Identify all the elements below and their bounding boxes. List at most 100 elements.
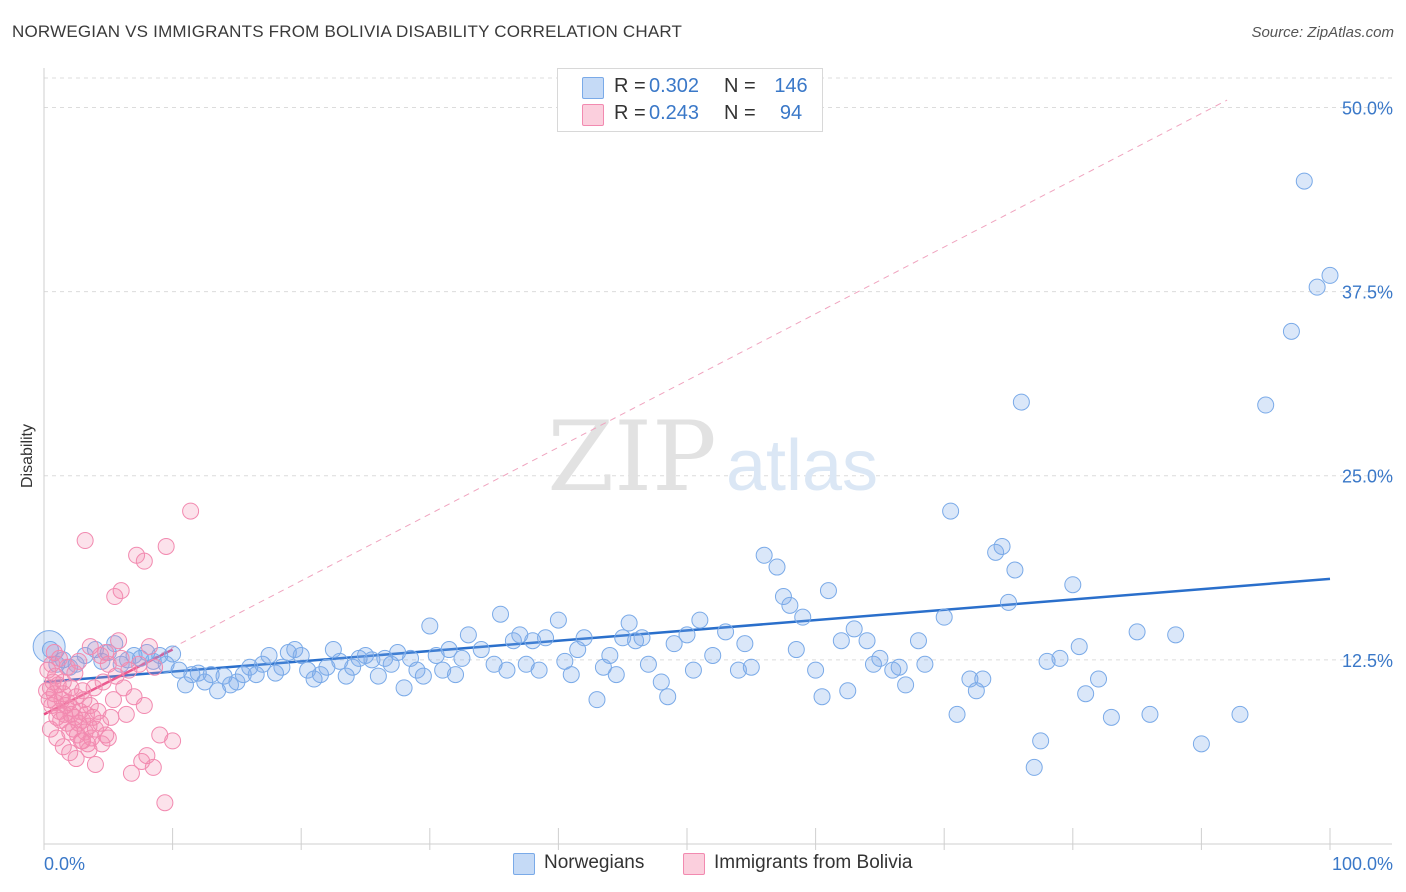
norwegian-point xyxy=(993,537,1011,555)
bolivia-point xyxy=(75,691,93,709)
bolivia-point xyxy=(61,744,79,762)
bolivia-point xyxy=(45,644,63,661)
norwegian-point xyxy=(1167,626,1185,644)
norwegian-point xyxy=(421,617,439,635)
bolivia-point xyxy=(102,708,120,726)
norwegian-point xyxy=(1025,758,1043,776)
norwegian-point xyxy=(890,658,908,676)
norwegian-point xyxy=(839,682,857,700)
bolivia-point xyxy=(140,638,158,656)
norwegian-point xyxy=(601,646,619,664)
norwegian-point xyxy=(607,666,625,684)
bolivia-point xyxy=(106,588,124,606)
legend-swatch-pink xyxy=(683,853,705,875)
norwegian-point xyxy=(67,655,85,673)
bolivia-point xyxy=(41,720,59,738)
bolivia-point xyxy=(74,682,92,700)
bolivia-point xyxy=(74,732,92,750)
axes xyxy=(43,68,1392,850)
norwegian-point xyxy=(459,626,477,644)
norwegian-point xyxy=(1141,705,1159,723)
norwegian-point xyxy=(498,661,516,679)
norwegian-point xyxy=(620,614,638,632)
norwegian-point xyxy=(131,649,149,667)
bolivia-point xyxy=(182,502,200,520)
norwegian-point xyxy=(665,635,683,653)
bolivia-point xyxy=(135,552,153,570)
norwegian-point xyxy=(344,658,362,676)
norwegian-point xyxy=(813,688,831,706)
norwegian-point xyxy=(453,649,471,667)
bolivia-reference-line xyxy=(43,99,1228,715)
norwegian-point xyxy=(864,655,882,673)
chart-title: NORWEGIAN VS IMMIGRANTS FROM BOLIVIA DIS… xyxy=(12,22,683,41)
norwegian-point xyxy=(897,676,915,694)
bolivia-point xyxy=(92,646,110,664)
norwegian-point xyxy=(1090,670,1108,688)
norwegian-point xyxy=(537,629,555,647)
legend-r-value: 0.302 xyxy=(649,75,700,97)
legend-n-label: N = xyxy=(724,75,756,97)
bolivia-point xyxy=(99,729,117,747)
bolivia-point xyxy=(112,582,130,600)
norwegian-point xyxy=(260,646,278,664)
norwegian-point xyxy=(549,611,567,629)
bolivia-point xyxy=(117,705,135,723)
norwegian-point xyxy=(807,661,825,679)
norwegian-point xyxy=(1321,266,1339,284)
norwegian-point xyxy=(987,543,1005,561)
y-tick-label: 25.0% xyxy=(1342,467,1393,487)
norwegian-point xyxy=(858,632,876,650)
norwegian-point xyxy=(170,661,188,679)
bolivia-point xyxy=(120,661,138,679)
bolivia-point xyxy=(135,697,153,715)
y-tick-label: 50.0% xyxy=(1342,98,1393,118)
norwegian-point xyxy=(414,667,432,685)
norwegian-point xyxy=(1006,561,1024,579)
norwegian-point xyxy=(164,645,182,663)
legend-swatch-blue xyxy=(513,853,535,875)
norwegian-point xyxy=(1000,593,1017,611)
norwegian-point xyxy=(440,641,458,659)
norwegian-point xyxy=(935,608,953,626)
watermark-atlas: atlas xyxy=(726,426,878,506)
norwegian-point xyxy=(363,651,381,669)
legend-label-norwegians: Norwegians xyxy=(544,852,645,873)
y-tick-label: 12.5% xyxy=(1342,651,1393,671)
norwegian-point xyxy=(781,596,799,614)
bolivia-point xyxy=(138,747,156,765)
norwegian-point xyxy=(492,605,510,623)
bolivia-point xyxy=(110,632,128,650)
norwegian-point xyxy=(691,611,709,629)
norwegian-point xyxy=(286,641,304,659)
bolivia-point xyxy=(112,649,130,667)
norwegian-point xyxy=(909,632,927,650)
norwegian-point xyxy=(1282,322,1300,340)
bolivia-point xyxy=(86,755,104,773)
norwegian-point xyxy=(652,673,670,691)
bolivia-point xyxy=(97,726,115,744)
norwegian-point xyxy=(247,666,265,684)
bolivia-point xyxy=(70,652,88,670)
norwegian-point xyxy=(1231,705,1249,723)
bolivia-point xyxy=(76,532,94,550)
norwegian-point xyxy=(1051,649,1069,667)
legend-n-label: N = xyxy=(724,102,756,124)
norwegian-point xyxy=(292,646,310,664)
norwegian-point xyxy=(273,658,291,676)
norwegian-point xyxy=(183,666,201,684)
norwegian-point xyxy=(254,655,272,673)
norwegian-point xyxy=(942,502,960,520)
gridlines xyxy=(44,77,1392,661)
norwegian-point xyxy=(575,629,593,647)
norwegian-point xyxy=(659,688,677,706)
norwegian-point xyxy=(948,705,966,723)
norwegian-point xyxy=(736,635,754,653)
norwegian-point xyxy=(794,608,812,626)
norwegian-point xyxy=(530,661,548,679)
norwegian-point xyxy=(1102,708,1120,726)
watermark: ZIP atlas xyxy=(547,401,878,513)
bolivia-point xyxy=(146,658,164,676)
norwegian-point xyxy=(408,661,426,679)
norwegian-point xyxy=(176,676,194,694)
